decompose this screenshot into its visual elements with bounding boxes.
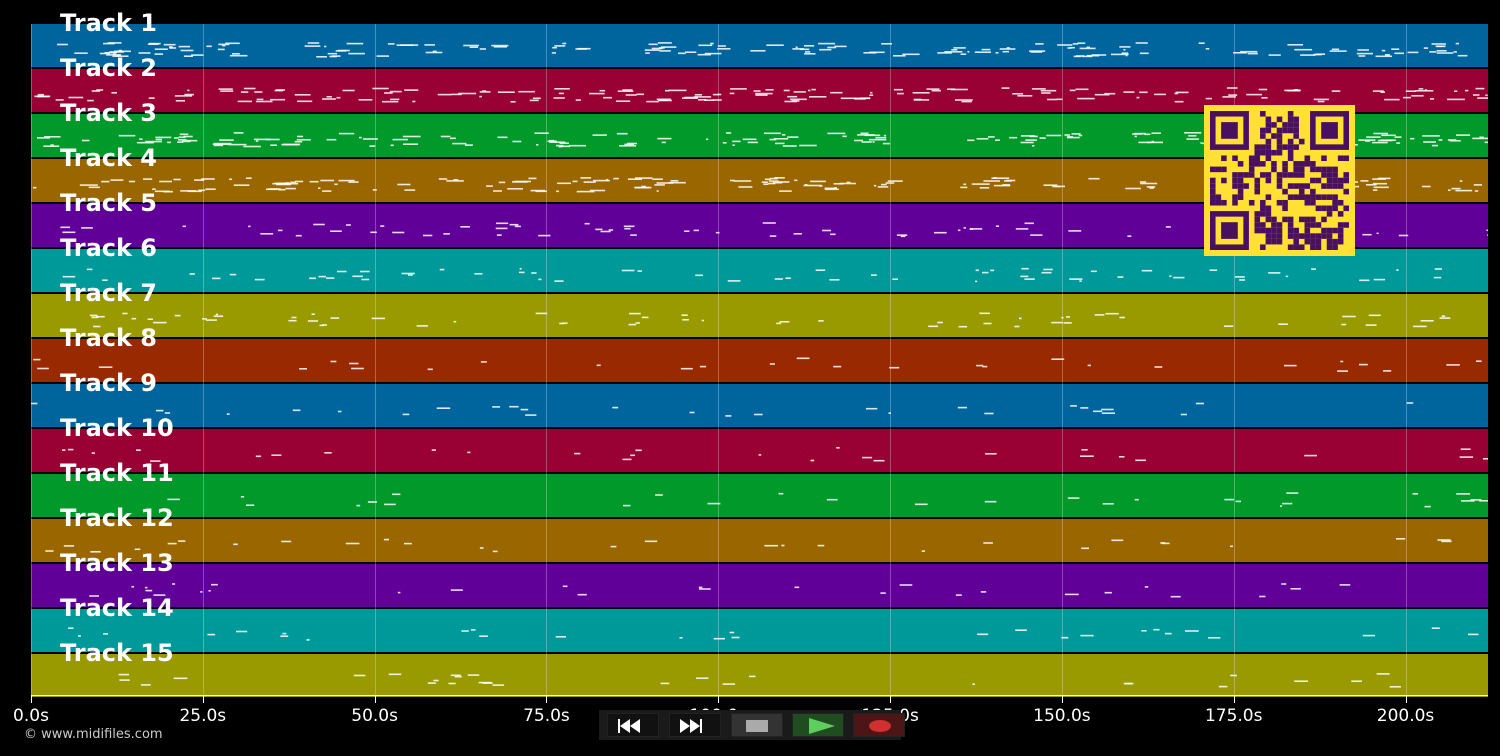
track-lane [31, 654, 1488, 699]
copyright-notice: © www.midifiles.com [24, 727, 163, 742]
stop-button[interactable] [731, 713, 783, 737]
track-label: Track 14 [60, 594, 174, 622]
note-marks [118, 673, 1401, 688]
rewind-icon [618, 719, 640, 733]
tick-mark [1233, 696, 1235, 703]
tick-mark [202, 696, 204, 703]
note-marks [60, 222, 1488, 238]
note-marks [89, 312, 1451, 328]
fast-forward-button[interactable] [669, 713, 721, 737]
note-marks [34, 87, 1488, 103]
tick-mark [546, 696, 548, 703]
track-lane [31, 384, 1488, 429]
grid-line [890, 24, 892, 696]
track-label: Track 3 [60, 99, 158, 127]
track-lane [31, 249, 1488, 294]
track-label: Track 10 [60, 414, 174, 442]
transport-controls [599, 710, 905, 740]
track-label: Track 11 [60, 459, 174, 487]
tick-mark [718, 696, 720, 703]
track-label: Track 2 [60, 54, 158, 82]
note-marks [31, 402, 1414, 417]
track-lane [31, 24, 1488, 69]
stop-icon [746, 720, 768, 732]
note-marks [45, 538, 1452, 553]
track-lane [31, 474, 1488, 519]
record-icon [869, 720, 891, 732]
tick-mark [1405, 696, 1407, 703]
grid-line [374, 24, 376, 696]
grid-line [1405, 24, 1407, 696]
track-lane [31, 294, 1488, 339]
track-label: Track 7 [60, 279, 158, 307]
track-label: Track 4 [60, 144, 158, 172]
note-marks [62, 267, 1442, 283]
track-label: Track 8 [60, 324, 158, 352]
track-label: Track 5 [60, 189, 158, 217]
record-button[interactable] [853, 713, 905, 737]
rewind-button[interactable] [607, 713, 659, 737]
tick-mark [31, 696, 32, 703]
track-lane [31, 519, 1488, 564]
tick-label: 0.0s [13, 706, 49, 726]
note-marks [37, 132, 1488, 148]
grid-line [1061, 24, 1063, 696]
tick-mark [890, 696, 892, 703]
qr-code-image [1204, 105, 1355, 256]
play-button[interactable] [792, 713, 844, 737]
note-marks [33, 357, 1482, 372]
grid-line [31, 24, 32, 696]
track-lane [31, 609, 1488, 654]
track-label: Track 6 [60, 234, 158, 262]
note-marks [68, 627, 1479, 641]
tick-label: 25.0s [179, 706, 227, 726]
tick-label: 75.0s [523, 706, 570, 726]
time-axis-line [31, 695, 1488, 696]
grid-line [1233, 24, 1235, 696]
tick-label: 175.0s [1204, 706, 1263, 726]
track-label: Track 15 [60, 639, 174, 667]
note-marks [167, 492, 1488, 508]
tick-label: 200.0s [1376, 706, 1435, 726]
note-marks [57, 42, 1468, 58]
track-lane [31, 429, 1488, 474]
fast-forward-icon [680, 719, 702, 733]
grid-line [718, 24, 720, 696]
track-lane [31, 564, 1488, 609]
track-label: Track 12 [60, 504, 174, 532]
tick-label: 50.0s [351, 706, 398, 726]
tick-label: 150.0s [1033, 706, 1091, 726]
play-icon [809, 718, 835, 734]
track-label: Track 1 [60, 9, 158, 37]
grid-line [202, 24, 204, 696]
qr-code-icon [1210, 111, 1349, 250]
track-label: Track 9 [60, 369, 158, 397]
track-lane [31, 339, 1488, 384]
tick-mark [374, 696, 376, 703]
tick-mark [1061, 696, 1063, 703]
grid-line [546, 24, 548, 696]
track-label: Track 13 [60, 549, 174, 577]
note-marks [62, 447, 1488, 462]
note-marks [89, 583, 1351, 598]
